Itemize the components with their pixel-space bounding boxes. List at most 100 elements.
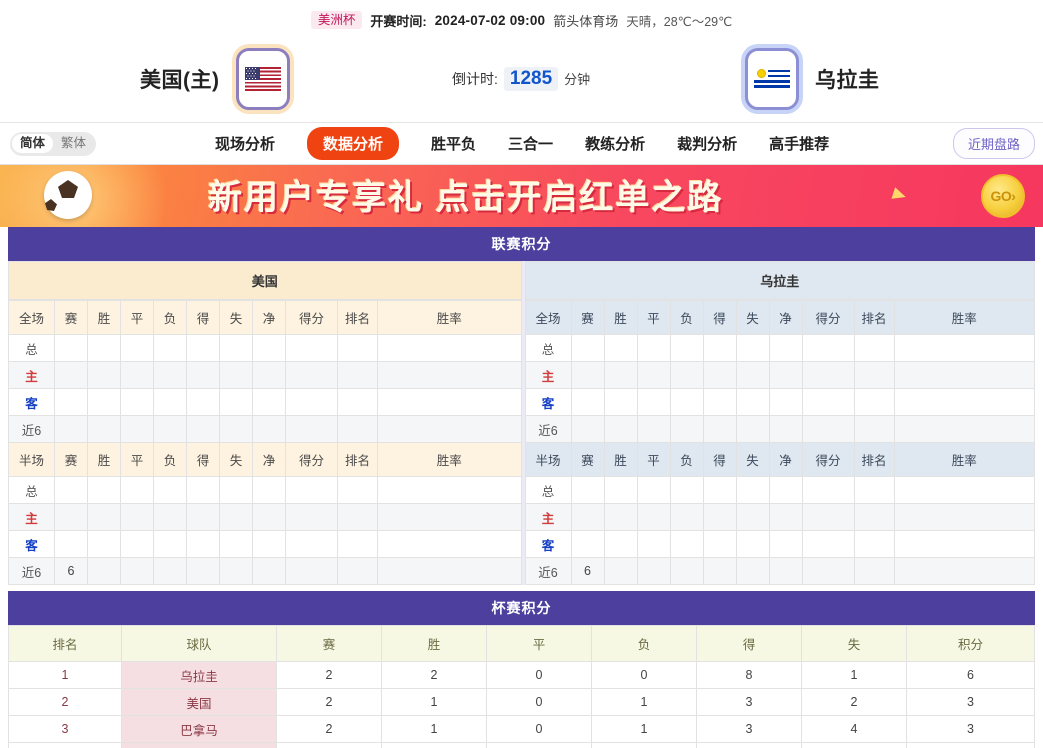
tab-expert-tips[interactable]: 高手推荐 [769, 136, 830, 153]
cell [669, 503, 704, 531]
cell [377, 361, 522, 389]
cell [285, 503, 338, 531]
banner-go-button[interactable]: GO › [981, 174, 1025, 218]
table-row: 近6 [524, 415, 1035, 443]
main-navbar: 简体 繁体 现场分析 数据分析 胜平负 三合一 教练分析 裁判分析 高手推荐 近… [0, 122, 1043, 165]
lang-option-simplified[interactable]: 简体 [12, 134, 54, 153]
cell [801, 557, 855, 585]
cell [768, 415, 803, 443]
cell [603, 476, 638, 504]
cup-cell-points: 3 [906, 715, 1035, 743]
col-draw: 平 [120, 442, 154, 477]
col-gf: 得 [186, 442, 220, 477]
cell [570, 530, 605, 558]
row-label: 客 [8, 530, 55, 558]
tab-data-analysis[interactable]: 数据分析 [307, 127, 400, 160]
cell [153, 388, 187, 416]
cell [120, 334, 154, 362]
cell [186, 557, 220, 585]
cell [636, 557, 671, 585]
cell [893, 388, 1035, 416]
col-played: 赛 [54, 300, 88, 335]
table-row[interactable]: 3 巴拿马 2 1 0 1 3 4 3 [8, 715, 1035, 743]
cell [702, 530, 737, 558]
table-row[interactable]: 1 乌拉圭 2 2 0 0 8 1 6 [8, 661, 1035, 689]
cell [636, 415, 671, 443]
col-rank: 排名 [337, 442, 378, 477]
cell [702, 476, 737, 504]
col-ga: 失 [735, 442, 770, 477]
cup-cell-win: 1 [381, 688, 487, 716]
row-label: 主 [524, 503, 572, 531]
table-row[interactable]: 2 美国 2 1 0 1 3 2 3 [8, 688, 1035, 716]
cell [702, 415, 737, 443]
cup-col-draw: 平 [486, 625, 592, 662]
league-section-title: 联赛积分 [8, 227, 1035, 261]
row-label: 客 [524, 388, 572, 416]
cup-cell-gf: 3 [696, 715, 802, 743]
cup-section-title: 杯赛积分 [8, 591, 1035, 625]
col-points: 得分 [285, 300, 338, 335]
match-info-strip: 美洲杯 开赛时间: 2024-07-02 09:00 箭头体育场 天晴，28℃～… [0, 0, 1043, 36]
nav-tab-list: 现场分析 数据分析 胜平负 三合一 教练分析 裁判分析 高手推荐 [215, 127, 829, 160]
cell [54, 530, 88, 558]
cell [186, 503, 220, 531]
league-home-table: 全场 赛 胜 平 负 得 失 净 得分 排名 胜率 总 [8, 300, 522, 585]
cell [603, 530, 638, 558]
col-gf: 得 [702, 300, 737, 335]
cup-cell-draw: 0 [486, 661, 592, 689]
cell [252, 388, 286, 416]
cup-cell-team[interactable]: 乌拉圭 [121, 661, 277, 689]
cup-cell-played: 2 [276, 661, 382, 689]
tab-referee-analysis[interactable]: 裁判分析 [677, 136, 738, 153]
cup-cell-points: 3 [906, 688, 1035, 716]
uy-sun-icon [757, 70, 765, 77]
cell [120, 557, 154, 585]
home-team-block[interactable]: 美国(主) [140, 48, 290, 110]
table-row[interactable]: 4 玻利维亚 2 0 0 2 0 7 0 [8, 742, 1035, 748]
cup-cell-team[interactable]: 玻利维亚 [121, 742, 277, 748]
cell [120, 476, 154, 504]
cell [252, 557, 286, 585]
tab-live-analysis[interactable]: 现场分析 [215, 136, 276, 153]
cell [153, 415, 187, 443]
cell [570, 334, 605, 362]
banner-go-chevron: › [1011, 188, 1016, 204]
uruguay-flag-icon [754, 67, 790, 91]
cell [186, 334, 220, 362]
banner-go-label: GO [990, 188, 1012, 204]
cup-cell-gf: 3 [696, 688, 802, 716]
tab-three-in-one[interactable]: 三合一 [508, 136, 554, 153]
language-toggle[interactable]: 简体 繁体 [10, 131, 97, 156]
promo-banner[interactable]: 新用户专享礼 点击开启红单之路 GO › [0, 165, 1043, 227]
cell [735, 415, 770, 443]
cup-col-team: 球队 [121, 625, 277, 662]
cell [186, 476, 220, 504]
cell [570, 388, 605, 416]
cell [377, 334, 522, 362]
cell [337, 476, 378, 504]
countdown-block: 倒计时: 1285 分钟 [452, 66, 590, 92]
col-loss: 负 [669, 300, 704, 335]
cell [801, 530, 855, 558]
cell [853, 361, 895, 389]
row-label: 总 [8, 476, 55, 504]
tab-coach-analysis[interactable]: 教练分析 [585, 136, 646, 153]
away-team-block[interactable]: 乌拉圭 [745, 48, 880, 110]
cell [153, 334, 187, 362]
cup-cell-draw: 0 [486, 688, 592, 716]
lang-option-traditional[interactable]: 繁体 [61, 136, 87, 151]
col-rank: 排名 [337, 300, 378, 335]
cup-cell-rank: 1 [8, 661, 122, 689]
recent-odds-button[interactable]: 近期盘路 [952, 128, 1035, 159]
col-win: 胜 [87, 442, 121, 477]
tab-win-draw-loss[interactable]: 胜平负 [431, 136, 477, 153]
cup-cell-team[interactable]: 巴拿马 [121, 715, 277, 743]
row-label: 总 [524, 476, 572, 504]
col-gd: 净 [768, 442, 803, 477]
col-points: 得分 [801, 442, 855, 477]
cup-cell-team[interactable]: 美国 [121, 688, 277, 716]
cup-cell-loss: 2 [591, 742, 697, 748]
cell: 6 [570, 557, 605, 585]
cell [54, 415, 88, 443]
